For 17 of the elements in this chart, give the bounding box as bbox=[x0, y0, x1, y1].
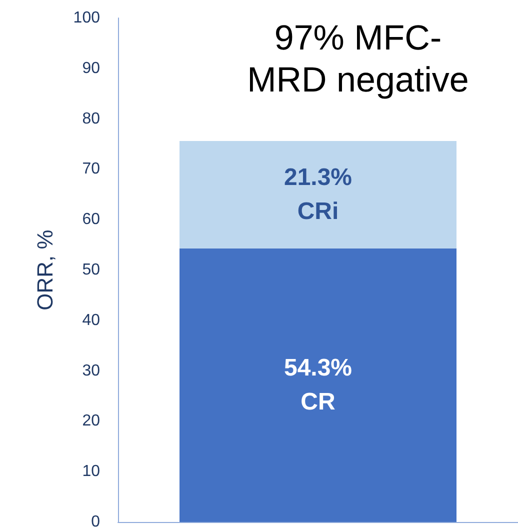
y-tick-label: 100 bbox=[73, 10, 100, 26]
y-axis-title: ORR, % bbox=[32, 230, 58, 310]
data-label: 21.3% bbox=[284, 164, 352, 192]
y-tick-label: 0 bbox=[91, 514, 100, 530]
y-tick-label: 30 bbox=[82, 362, 100, 380]
series-label: CR bbox=[300, 388, 336, 416]
y-tick-label: 60 bbox=[82, 211, 100, 228]
text: 97% MFC-MRD negative bbox=[247, 18, 469, 100]
y-tick-label: 10 bbox=[82, 463, 100, 480]
y-tick-label: 20 bbox=[82, 412, 100, 430]
y-tick-label: 70 bbox=[82, 160, 100, 178]
y-tick-label: 90 bbox=[82, 60, 100, 77]
series-label: CRi bbox=[297, 198, 339, 226]
y-tick-label: 50 bbox=[82, 262, 100, 278]
y-tick-label: 40 bbox=[82, 312, 100, 329]
data-label: 54.3% bbox=[284, 354, 352, 382]
y-tick-label: 80 bbox=[82, 110, 100, 128]
